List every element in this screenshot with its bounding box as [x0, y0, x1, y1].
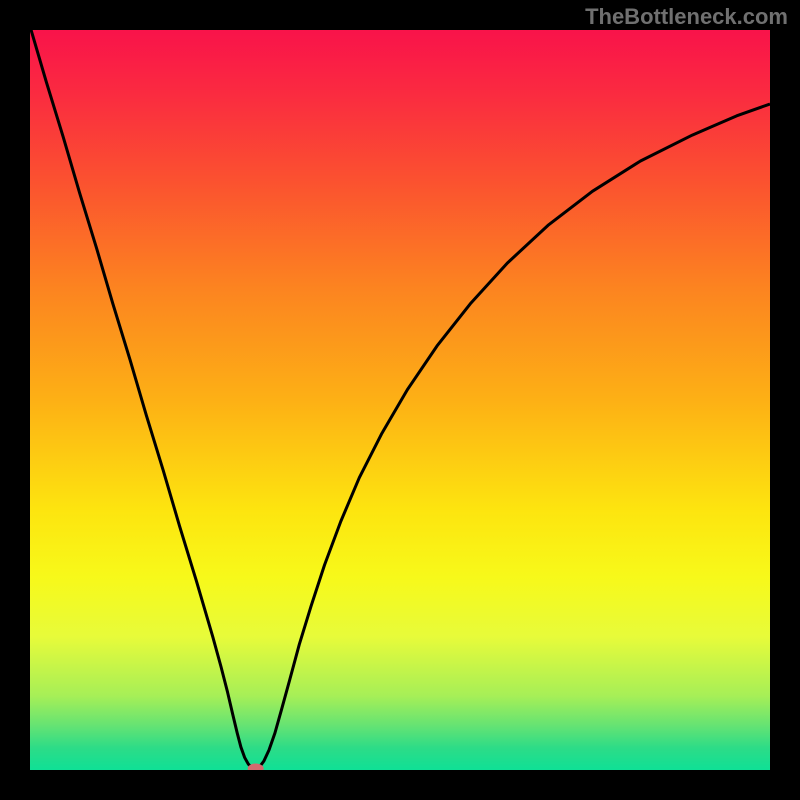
chart-container: TheBottleneck.com [0, 0, 800, 800]
watermark-text: TheBottleneck.com [585, 4, 788, 30]
plot-area [30, 30, 770, 770]
